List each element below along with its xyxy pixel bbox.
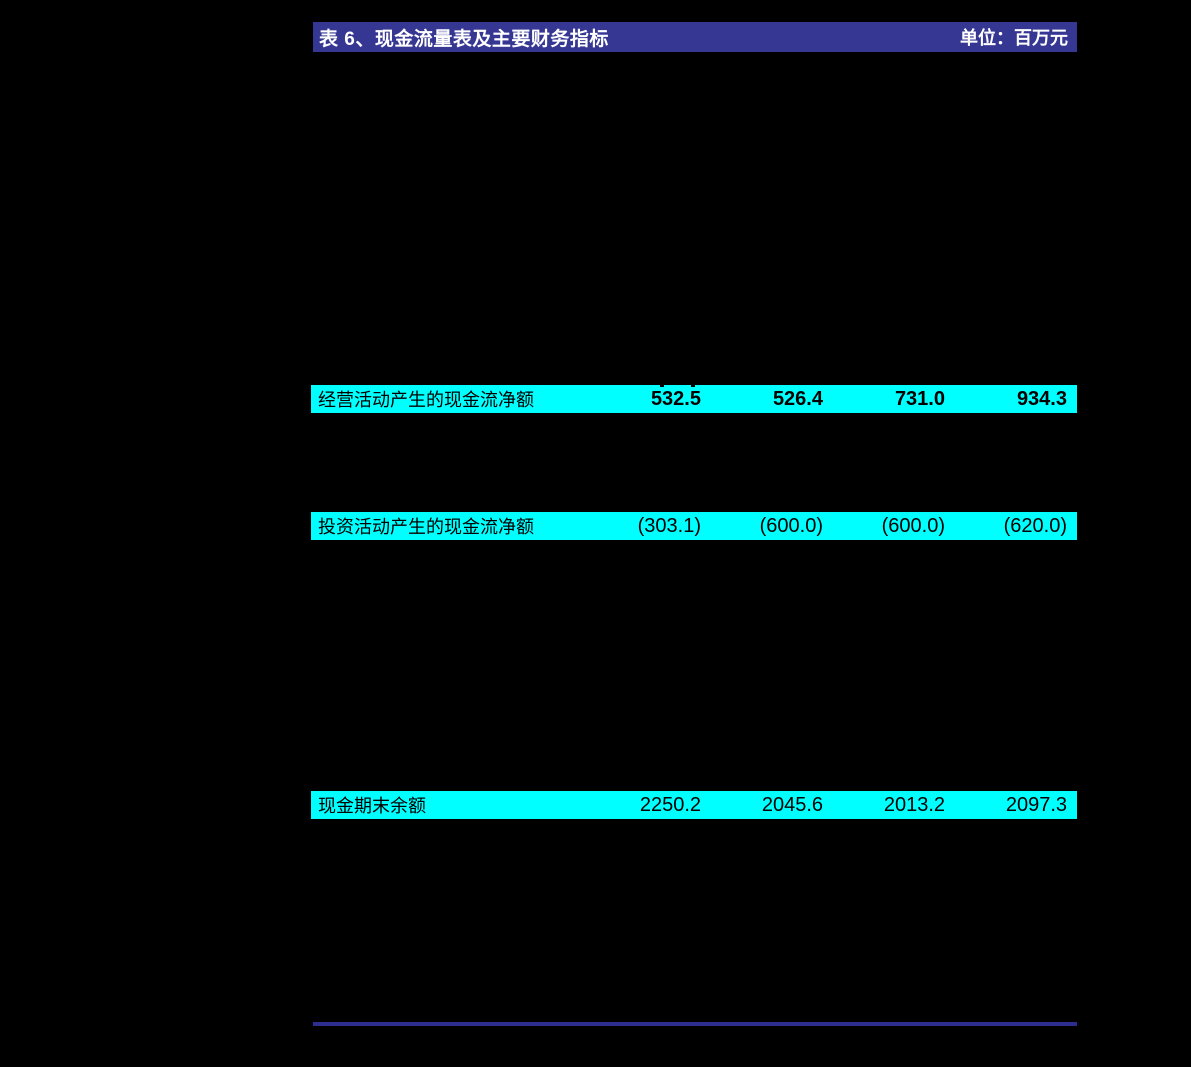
row-label: 现金期末余额 xyxy=(318,796,426,816)
section-divider-line xyxy=(313,1022,1077,1026)
row-label: 投资活动产生的现金流净额 xyxy=(318,517,534,537)
table-title-bar: 表 6、现金流量表及主要财务指标 单位：百万元 xyxy=(313,22,1077,52)
cell-value: (600.0) xyxy=(881,514,945,537)
cell-value: 2097.3 xyxy=(1005,793,1067,816)
cell-value: (303.1) xyxy=(637,514,701,537)
table-unit-label: 单位：百万元 xyxy=(960,28,1068,48)
table-row-operating-cash-flow: 经营活动产生的现金流净额 532.5 526.4 731.0 934.3 xyxy=(311,385,1077,413)
cell-value: (620.0) xyxy=(1003,514,1067,537)
cell-value: 2045.6 xyxy=(761,793,823,816)
cell-value: 731.0 xyxy=(894,387,945,410)
table-row-investing-cash-flow: 投资活动产生的现金流净额 (303.1) (600.0) (600.0) (62… xyxy=(311,512,1077,540)
text-artifact xyxy=(660,384,664,387)
text-artifact xyxy=(691,384,695,387)
cell-value: 2013.2 xyxy=(883,793,945,816)
cell-value: (600.0) xyxy=(759,514,823,537)
cell-value: 526.4 xyxy=(772,387,823,410)
table-row-ending-cash-balance: 现金期末余额 2250.2 2045.6 2013.2 2097.3 xyxy=(311,791,1077,819)
table-title: 表 6、现金流量表及主要财务指标 xyxy=(319,28,609,50)
row-label: 经营活动产生的现金流净额 xyxy=(318,390,534,410)
cell-value: 934.3 xyxy=(1016,387,1067,410)
cell-value: 532.5 xyxy=(650,387,701,410)
cell-value: 2250.2 xyxy=(639,793,701,816)
